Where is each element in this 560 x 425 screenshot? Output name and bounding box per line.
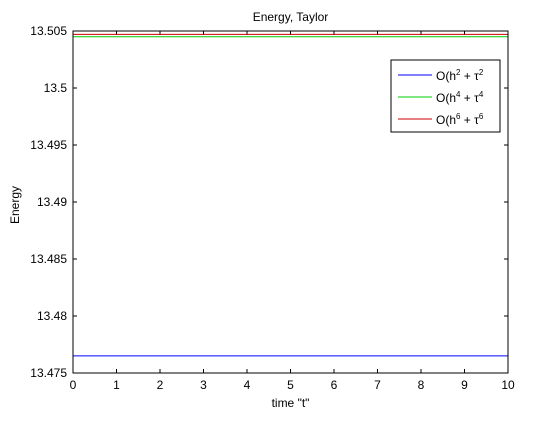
x-tick-label: 8 <box>418 378 425 392</box>
x-tick-label: 10 <box>501 378 515 392</box>
legend-label-1: O(h2 + τ2 <box>436 68 484 83</box>
y-tick-label: 13.475 <box>30 366 67 380</box>
legend-label-3: O(h6 + τ6 <box>436 112 484 127</box>
x-tick-label: 3 <box>200 378 207 392</box>
y-tick-label: 13.5 <box>44 81 68 95</box>
y-tick-label: 13.49 <box>37 195 67 209</box>
y-axis-label: Energy <box>8 186 22 224</box>
x-tick-label: 1 <box>113 378 120 392</box>
x-tick-label: 0 <box>70 378 77 392</box>
y-tick-label: 13.48 <box>37 309 67 323</box>
y-tick-label: 13.505 <box>30 24 67 38</box>
legend: O(h2 + τ2 O(h4 + τ4 O(h6 + τ6 <box>391 60 500 132</box>
x-tick-label: 4 <box>244 378 251 392</box>
legend-label-2: O(h4 + τ4 <box>436 90 484 105</box>
y-tick-label: 13.495 <box>30 138 67 152</box>
x-tick-label: 5 <box>287 378 294 392</box>
x-tick-label: 6 <box>331 378 338 392</box>
y-tick-label: 13.485 <box>30 252 67 266</box>
x-tick-label: 2 <box>157 378 164 392</box>
chart-title: Energy, Taylor <box>253 10 329 24</box>
x-tick-label: 7 <box>374 378 381 392</box>
x-axis-label: time "t" <box>272 396 310 410</box>
x-tick-label: 9 <box>461 378 468 392</box>
